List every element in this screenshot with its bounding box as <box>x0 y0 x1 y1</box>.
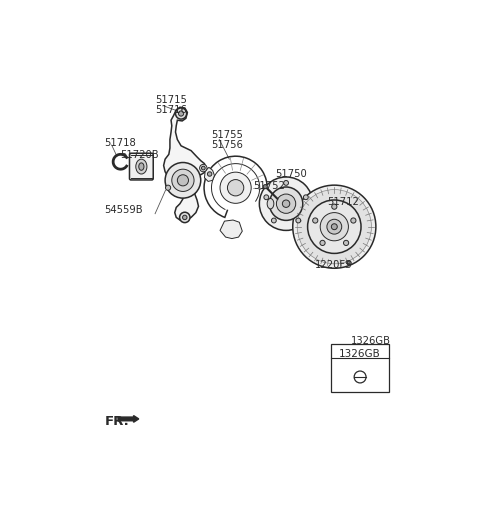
FancyBboxPatch shape <box>331 344 389 392</box>
Text: 51718: 51718 <box>104 138 136 147</box>
Circle shape <box>284 181 288 186</box>
Circle shape <box>296 219 300 224</box>
Text: 51715: 51715 <box>155 95 187 105</box>
Circle shape <box>228 180 244 196</box>
FancyArrow shape <box>118 416 139 422</box>
Text: 51752: 51752 <box>253 180 285 190</box>
Circle shape <box>303 195 308 200</box>
Circle shape <box>259 178 313 231</box>
Circle shape <box>327 220 342 235</box>
Text: 51712: 51712 <box>328 197 360 207</box>
Circle shape <box>202 167 205 171</box>
Text: 51750: 51750 <box>276 169 307 179</box>
Ellipse shape <box>136 160 147 175</box>
Text: 51755: 51755 <box>211 130 242 140</box>
Text: 1220FS: 1220FS <box>315 260 352 270</box>
Text: 51756: 51756 <box>211 139 242 149</box>
Polygon shape <box>204 168 215 182</box>
Circle shape <box>176 109 187 120</box>
Ellipse shape <box>139 164 144 171</box>
Circle shape <box>312 219 318 224</box>
Circle shape <box>264 195 269 200</box>
FancyBboxPatch shape <box>130 154 153 181</box>
Text: FR.: FR. <box>104 414 129 427</box>
Circle shape <box>172 170 194 192</box>
Polygon shape <box>164 108 206 221</box>
Circle shape <box>182 216 187 220</box>
Circle shape <box>282 200 290 208</box>
Circle shape <box>331 224 337 230</box>
Circle shape <box>293 186 376 269</box>
Circle shape <box>351 219 356 224</box>
Circle shape <box>320 213 348 241</box>
Circle shape <box>297 190 372 264</box>
Circle shape <box>200 165 207 172</box>
Circle shape <box>220 173 251 204</box>
Text: 1326GB: 1326GB <box>351 335 391 345</box>
Circle shape <box>347 262 351 266</box>
Circle shape <box>332 205 337 210</box>
Circle shape <box>180 213 190 223</box>
Text: 54559B: 54559B <box>104 205 143 214</box>
Circle shape <box>207 172 212 177</box>
Circle shape <box>179 112 184 117</box>
Polygon shape <box>220 221 242 239</box>
Circle shape <box>177 175 189 186</box>
Circle shape <box>320 241 325 246</box>
Circle shape <box>276 194 296 214</box>
Text: 51716: 51716 <box>155 105 187 114</box>
Circle shape <box>263 185 267 189</box>
Ellipse shape <box>267 199 274 210</box>
Circle shape <box>308 200 361 254</box>
Circle shape <box>166 186 171 191</box>
Circle shape <box>354 371 366 383</box>
Circle shape <box>269 188 303 221</box>
Text: 51720B: 51720B <box>120 150 158 160</box>
Text: 1326GB: 1326GB <box>339 348 381 359</box>
Circle shape <box>344 241 348 246</box>
Circle shape <box>272 219 276 224</box>
Circle shape <box>165 163 201 199</box>
